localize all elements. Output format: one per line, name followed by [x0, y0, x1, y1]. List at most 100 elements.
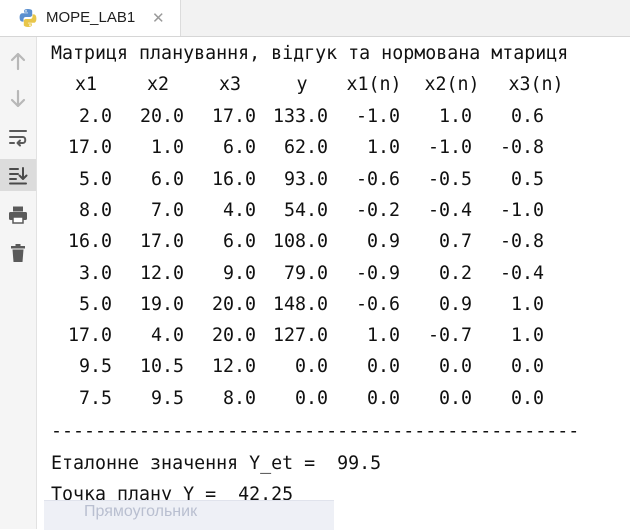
table-row: 7.5 9.5 8.0 0.0 0.0 0.0 0.0 — [51, 384, 627, 414]
table-cell: 20.0 — [211, 325, 256, 347]
table-cell: 79.0 — [283, 262, 328, 284]
table-cell: -1.0 — [427, 137, 472, 159]
arrow-up-icon — [10, 52, 26, 71]
table-cell: -1.0 — [499, 199, 544, 221]
header-cell: y — [296, 74, 308, 95]
header-cell: x2(n) — [424, 74, 480, 95]
down-button[interactable] — [0, 83, 36, 115]
table-cell: 17.0 — [139, 231, 184, 253]
table-row: 17.0 4.0 20.0 127.0 1.0 -0.7 1.0 — [51, 321, 627, 351]
print-button[interactable] — [0, 199, 36, 231]
header-cell: x1 — [74, 74, 97, 95]
tab-mope-lab1[interactable]: MOPE_LAB1 ✕ — [0, 0, 181, 36]
table-cell: 133.0 — [272, 106, 328, 127]
table-cell: 0.9 — [438, 293, 472, 315]
soft-wrap-button[interactable] — [0, 121, 36, 153]
table-cell: -0.4 — [499, 262, 544, 284]
table-row: 5.0 6.0 16.0 93.0 -0.6 -0.5 0.5 — [51, 165, 627, 195]
table-cell: -0.4 — [427, 199, 472, 221]
table-cell: -0.6 — [355, 168, 400, 190]
header-cell: x2 — [146, 74, 169, 95]
table-cell: 0.0 — [366, 387, 400, 409]
table-cell: 0.5 — [510, 168, 544, 190]
table-cell: 54.0 — [283, 199, 328, 221]
table-cell: 127.0 — [272, 325, 328, 347]
table-cell: 1.0 — [438, 106, 472, 127]
clear-all-button[interactable] — [0, 237, 36, 269]
console-toolbar — [0, 37, 37, 529]
up-button[interactable] — [0, 45, 36, 77]
table-cell: 7.0 — [150, 199, 184, 221]
table-cell: -0.6 — [355, 293, 400, 315]
header-cell: x3(n) — [508, 74, 564, 95]
table-cell: 6.0 — [150, 168, 184, 190]
table-cell: 108.0 — [272, 231, 328, 253]
tab-title: MOPE_LAB1 — [46, 9, 136, 26]
table-cell: 0.0 — [438, 387, 472, 409]
etalon-value-line: Еталонне значення Y_et = 99.5 — [51, 453, 382, 474]
table-cell: 93.0 — [283, 168, 328, 190]
table-cell: 16.0 — [67, 231, 112, 253]
table-cell: -0.9 — [355, 262, 400, 284]
table-cell: 6.0 — [222, 137, 256, 159]
table-row: 9.5 10.5 12.0 0.0 0.0 0.0 0.0 — [51, 352, 627, 382]
table-cell: 0.0 — [438, 356, 472, 378]
tooltip-ghost: Прямоугольник — [44, 500, 334, 530]
table-cell: 20.0 — [139, 106, 184, 127]
python-icon — [19, 9, 37, 27]
scroll-to-end-button[interactable] — [0, 159, 36, 191]
table-cell: 19.0 — [139, 293, 184, 315]
table-cell: -0.5 — [427, 168, 472, 190]
table-cell: 8.0 — [78, 199, 112, 221]
table-cell: 0.2 — [438, 262, 472, 284]
table-cell: 10.5 — [139, 356, 184, 378]
table-cell: -0.8 — [499, 231, 544, 253]
table-cell: 0.0 — [510, 356, 544, 378]
table-cell: 0.0 — [294, 387, 328, 409]
table-cell: 4.0 — [222, 199, 256, 221]
table-cell: 9.5 — [150, 387, 184, 409]
table-row: 2.0 20.0 17.0 133.0 -1.0 1.0 0.6 — [51, 102, 627, 132]
table-cell: 2.0 — [78, 106, 112, 127]
table-cell: 0.0 — [510, 387, 544, 409]
table-cell: 0.9 — [366, 231, 400, 253]
table-cell: 0.6 — [510, 106, 544, 127]
scroll-to-end-icon — [9, 167, 28, 185]
table-cell: -0.7 — [427, 325, 472, 347]
print-icon — [9, 206, 27, 224]
table-cell: 5.0 — [78, 168, 112, 190]
table-cell: 17.0 — [67, 137, 112, 159]
header-row: x1 x2 x3 y x1(n) x2(n) x3(n) — [51, 70, 627, 100]
table-cell: 0.7 — [438, 231, 472, 253]
header-cell: x1(n) — [346, 74, 402, 95]
table-cell: -0.8 — [499, 137, 544, 159]
table-cell: 0.0 — [294, 356, 328, 378]
table-cell: 62.0 — [283, 137, 328, 159]
table-cell: 1.0 — [366, 137, 400, 159]
table-cell: 3.0 — [78, 262, 112, 284]
table-cell: -0.2 — [355, 199, 400, 221]
trash-icon — [11, 244, 25, 262]
separator-line: ----------------------------------------… — [51, 421, 580, 442]
table-row: 17.0 1.0 6.0 62.0 1.0 -1.0 -0.8 — [51, 133, 627, 163]
table-cell: 9.5 — [78, 356, 112, 378]
close-icon[interactable]: ✕ — [152, 9, 165, 27]
table-cell: 1.0 — [510, 325, 544, 347]
table-cell: 17.0 — [211, 106, 256, 127]
table-cell: 6.0 — [222, 231, 256, 253]
soft-wrap-icon — [9, 130, 27, 147]
table-cell: 7.5 — [78, 387, 112, 409]
table-cell: 5.0 — [78, 293, 112, 315]
table-cell: 16.0 — [211, 168, 256, 190]
plan-point-line: Точка плану Y = 42.25 — [51, 484, 294, 505]
table-cell: 1.0 — [510, 293, 544, 315]
table-cell: 1.0 — [366, 325, 400, 347]
table-cell: -1.0 — [355, 106, 400, 127]
table-cell: 148.0 — [272, 293, 328, 315]
table-cell: 9.0 — [222, 262, 256, 284]
header-cell: x3 — [218, 74, 241, 95]
table-cell: 1.0 — [150, 137, 184, 159]
table-cell: 20.0 — [211, 293, 256, 315]
console-output[interactable]: Матриця планування, відгук та нормована … — [51, 40, 627, 529]
arrow-down-icon — [10, 89, 26, 108]
